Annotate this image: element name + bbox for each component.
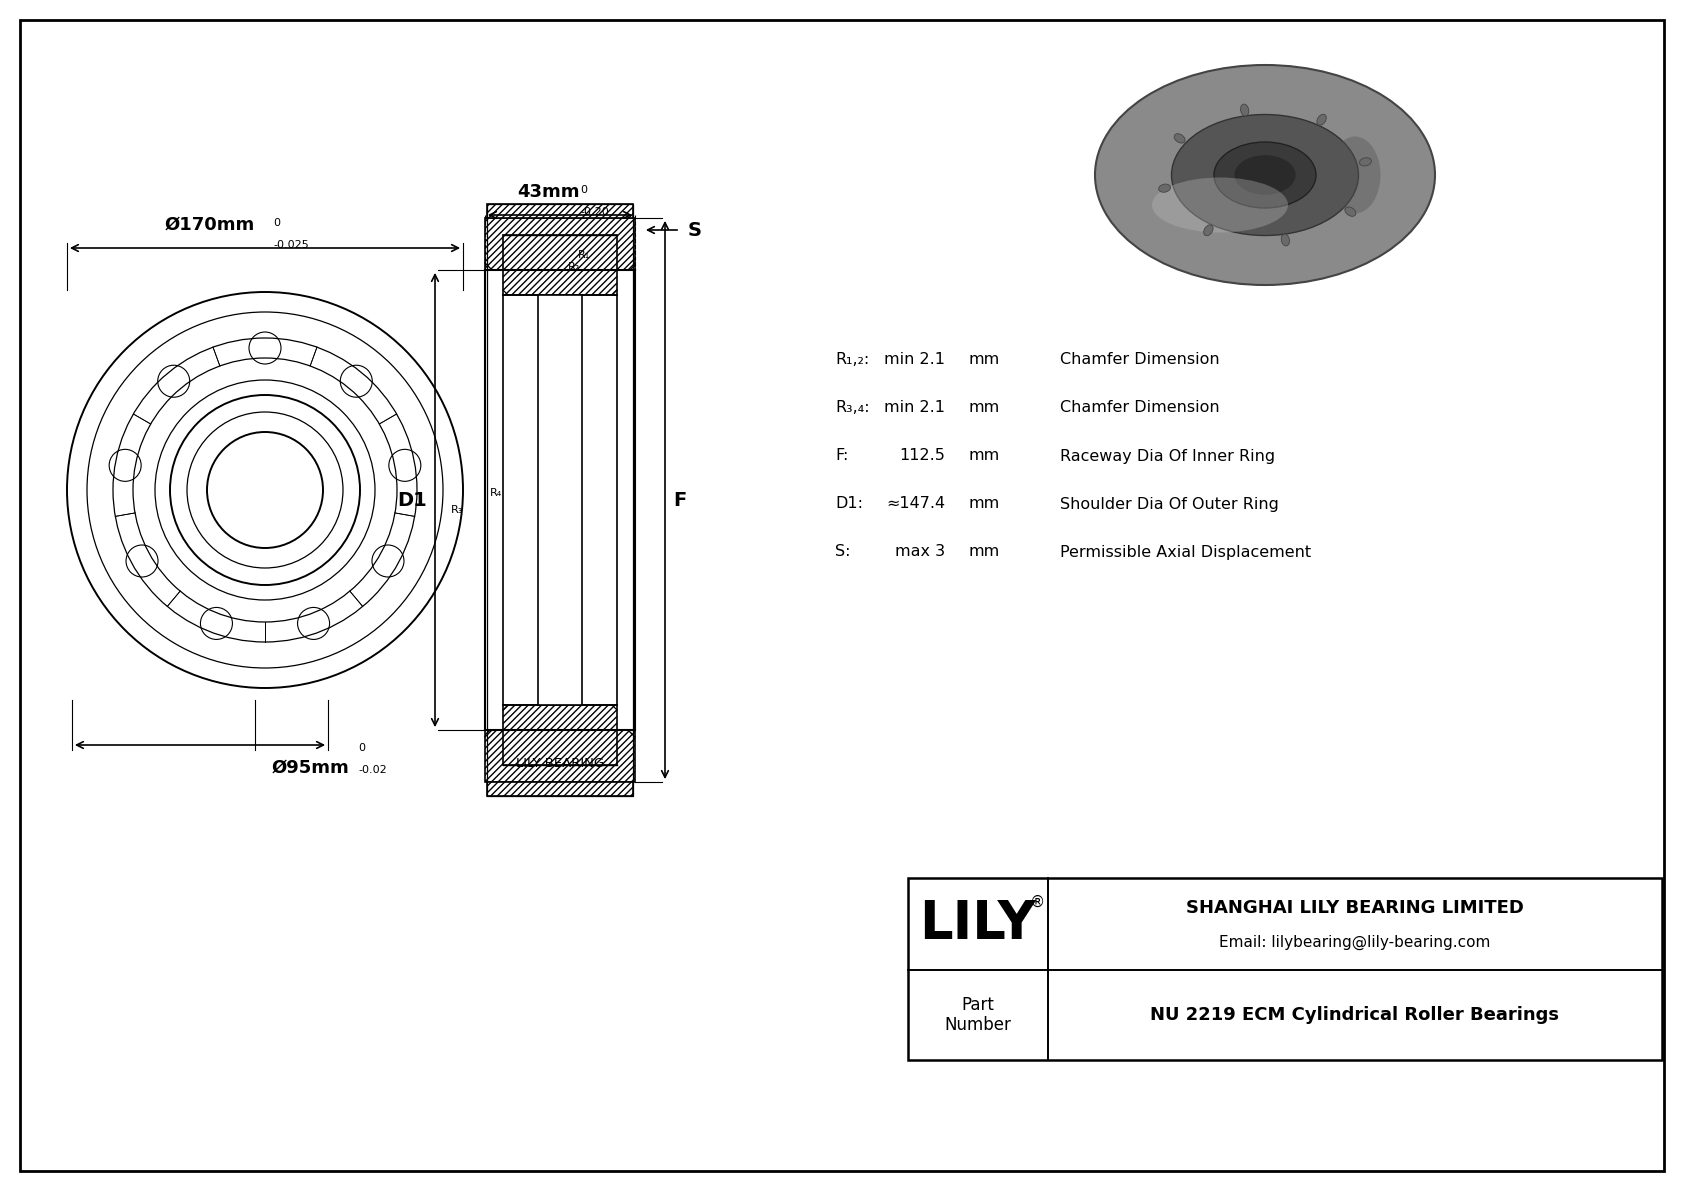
Text: F:: F: <box>835 449 849 463</box>
Ellipse shape <box>1241 104 1250 116</box>
Ellipse shape <box>1152 177 1288 232</box>
Text: Shoulder Dia Of Outer Ring: Shoulder Dia Of Outer Ring <box>1059 497 1278 511</box>
Text: SHANGHAI LILY BEARING LIMITED: SHANGHAI LILY BEARING LIMITED <box>1186 899 1524 917</box>
Text: 112.5: 112.5 <box>899 449 945 463</box>
Text: Permissible Axial Displacement: Permissible Axial Displacement <box>1059 544 1312 560</box>
Text: Chamfer Dimension: Chamfer Dimension <box>1059 353 1219 368</box>
Ellipse shape <box>1329 137 1381 213</box>
Text: D1:: D1: <box>835 497 862 511</box>
Ellipse shape <box>1159 185 1170 192</box>
Text: Ø170mm: Ø170mm <box>165 216 254 233</box>
Text: R₁: R₁ <box>578 250 591 260</box>
Text: -0.02: -0.02 <box>359 765 387 775</box>
Ellipse shape <box>1214 142 1315 208</box>
Ellipse shape <box>1317 114 1327 125</box>
Bar <box>537 295 583 705</box>
Ellipse shape <box>1204 225 1212 236</box>
Text: mm: mm <box>968 400 999 416</box>
Text: D1: D1 <box>397 491 428 510</box>
Text: Ø95mm: Ø95mm <box>271 759 349 777</box>
Text: min 2.1: min 2.1 <box>884 400 945 416</box>
Text: -0.025: -0.025 <box>273 241 308 250</box>
Text: NU 2219 ECM Cylindrical Roller Bearings: NU 2219 ECM Cylindrical Roller Bearings <box>1150 1006 1559 1024</box>
Text: R₃,₄:: R₃,₄: <box>835 400 869 416</box>
Text: R₃: R₃ <box>451 505 463 515</box>
Ellipse shape <box>1174 133 1186 143</box>
Ellipse shape <box>1346 207 1356 217</box>
Text: R₁,₂:: R₁,₂: <box>835 353 869 368</box>
Text: Email: lilybearing@lily-bearing.com: Email: lilybearing@lily-bearing.com <box>1219 935 1490 950</box>
Text: 43mm: 43mm <box>517 183 579 201</box>
Text: R₄: R₄ <box>490 488 502 498</box>
Polygon shape <box>485 730 635 782</box>
Text: mm: mm <box>968 497 999 511</box>
Text: ®: ® <box>1031 894 1046 910</box>
Text: LILY: LILY <box>919 898 1036 950</box>
Text: mm: mm <box>968 449 999 463</box>
Text: max 3: max 3 <box>894 544 945 560</box>
Text: R₂: R₂ <box>568 262 581 272</box>
Text: -0.20: -0.20 <box>579 207 608 217</box>
Text: mm: mm <box>968 353 999 368</box>
Polygon shape <box>485 218 635 270</box>
Polygon shape <box>487 204 633 218</box>
Polygon shape <box>487 782 633 796</box>
Text: 0: 0 <box>579 185 588 195</box>
Text: S:: S: <box>835 544 850 560</box>
Text: LILY BEARING: LILY BEARING <box>515 757 605 771</box>
Ellipse shape <box>1359 157 1371 166</box>
Polygon shape <box>504 235 616 295</box>
Text: Raceway Dia Of Inner Ring: Raceway Dia Of Inner Ring <box>1059 449 1275 463</box>
Text: F: F <box>674 491 687 510</box>
Ellipse shape <box>1172 114 1359 236</box>
Ellipse shape <box>1282 235 1290 245</box>
Bar <box>487 204 633 796</box>
Text: ≈147.4: ≈147.4 <box>886 497 945 511</box>
Text: 0: 0 <box>273 218 280 227</box>
Text: Chamfer Dimension: Chamfer Dimension <box>1059 400 1219 416</box>
Ellipse shape <box>1234 155 1295 195</box>
Text: 0: 0 <box>359 743 365 753</box>
Text: mm: mm <box>968 544 999 560</box>
Polygon shape <box>504 705 616 765</box>
Text: S: S <box>689 220 702 239</box>
Text: min 2.1: min 2.1 <box>884 353 945 368</box>
Ellipse shape <box>1095 66 1435 285</box>
Text: Part
Number: Part Number <box>945 996 1012 1035</box>
